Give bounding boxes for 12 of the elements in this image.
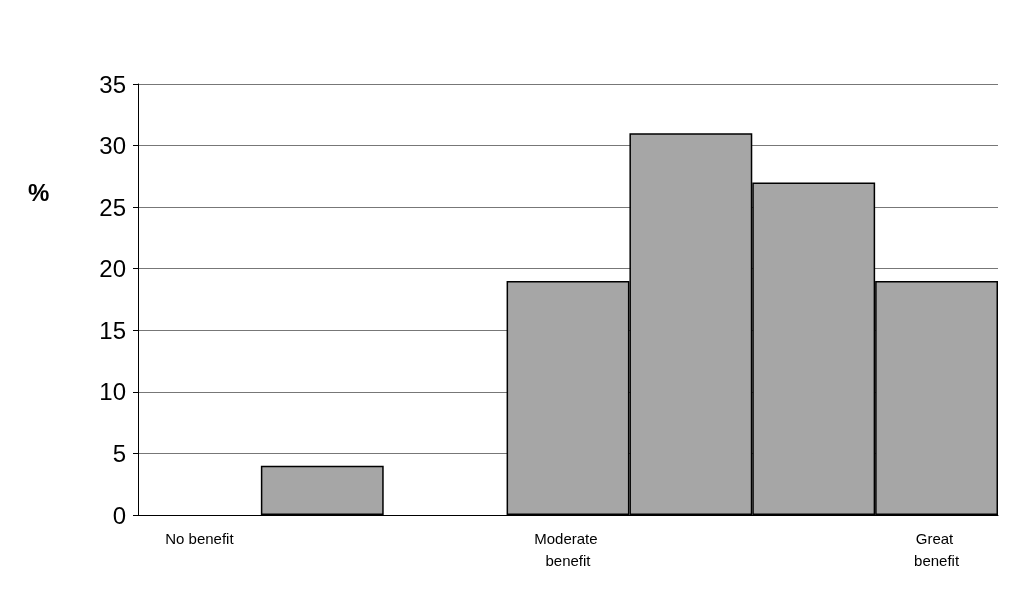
x-tick-label: Moderate benefit <box>534 529 602 569</box>
y-tick-label: 10 <box>99 378 126 406</box>
y-tick-label: 30 <box>99 132 126 160</box>
y-tick-label: 20 <box>99 255 126 283</box>
x-tick-label: No benefit <box>165 529 235 547</box>
y-tick-label: 15 <box>99 316 126 344</box>
y-tick-label: 5 <box>112 439 126 467</box>
y-tick-label: 35 <box>99 70 126 98</box>
y-axis-title: % <box>28 178 50 206</box>
x-tick-label: Great benefit <box>914 529 960 569</box>
y-tick-label: 0 <box>112 501 126 529</box>
y-tick-label: 25 <box>99 193 126 221</box>
